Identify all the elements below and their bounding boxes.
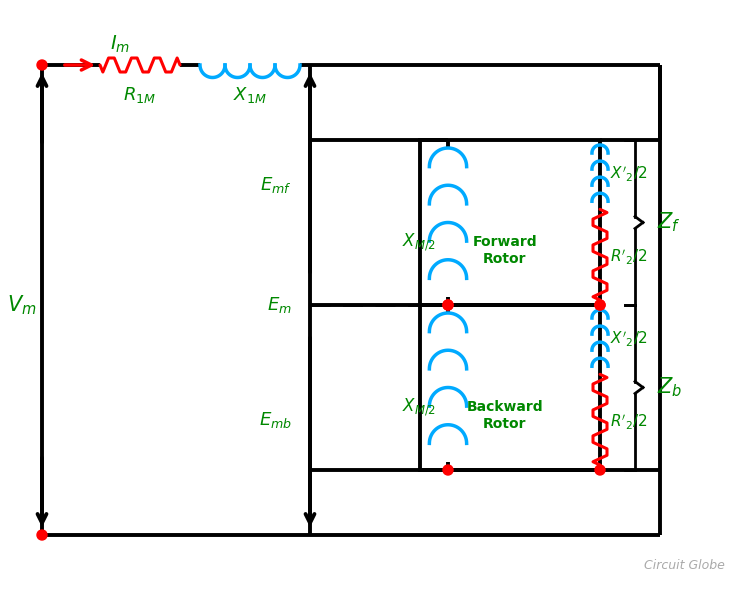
Text: $E_{mf}$: $E_{mf}$ [260, 175, 292, 195]
Text: $I_m$: $I_m$ [110, 34, 130, 55]
Circle shape [443, 300, 453, 310]
Text: $Z_f$: $Z_f$ [657, 211, 681, 234]
Circle shape [443, 465, 453, 475]
Circle shape [37, 530, 47, 540]
Text: Forward
Rotor: Forward Rotor [472, 236, 537, 265]
Text: $Z_b$: $Z_b$ [657, 375, 682, 399]
Text: $R'_{2}/2$: $R'_{2}/2$ [610, 412, 647, 432]
Text: $R_{1M}$: $R_{1M}$ [124, 85, 157, 105]
Text: $X_{1M}$: $X_{1M}$ [233, 85, 267, 105]
Bar [420, 305, 600, 470]
Text: $V_m$: $V_m$ [8, 293, 37, 317]
Text: Circuit Globe: Circuit Globe [644, 559, 725, 572]
Circle shape [595, 300, 605, 310]
Text: $E_m$: $E_m$ [267, 295, 292, 315]
Text: $X'_{2}/2$: $X'_{2}/2$ [610, 330, 648, 349]
Circle shape [443, 300, 453, 310]
Circle shape [595, 300, 605, 310]
Bar [420, 140, 600, 305]
Text: $X'_{2}/2$: $X'_{2}/2$ [610, 165, 648, 184]
Text: $R'_{2}/2$: $R'_{2}/2$ [610, 248, 647, 267]
Text: $X_{M/2}$: $X_{M/2}$ [402, 231, 436, 253]
Text: Backward
Rotor: Backward Rotor [466, 400, 543, 431]
Text: $X_{M/2}$: $X_{M/2}$ [402, 397, 436, 418]
Circle shape [37, 60, 47, 70]
Text: $E_{mb}$: $E_{mb}$ [259, 410, 292, 430]
Circle shape [595, 465, 605, 475]
